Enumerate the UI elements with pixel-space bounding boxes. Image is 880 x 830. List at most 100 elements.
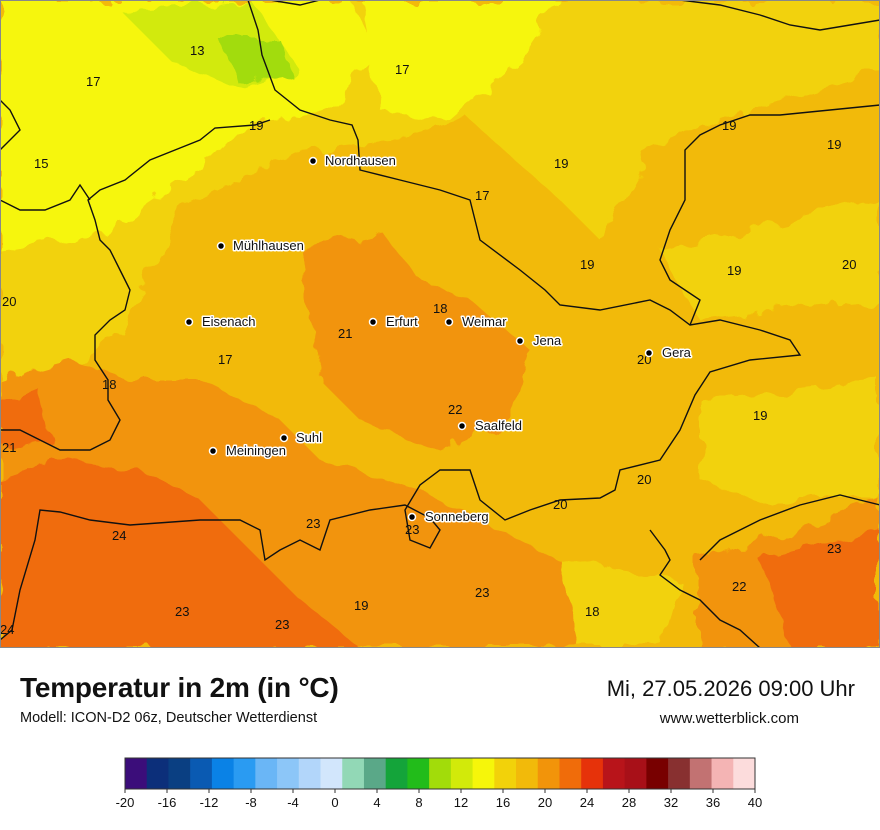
legend-swatch [711,758,734,789]
legend-swatch [342,758,365,789]
website-link[interactable]: www.wetterblick.com [659,710,799,727]
temp-label: 19 [727,263,741,278]
city-label: Gera [662,345,692,360]
city-label: Mühlhausen [233,238,304,253]
temp-label: 19 [249,118,263,133]
temp-label: 20 [2,294,16,309]
temp-label: 24 [0,622,14,637]
legend-swatch [559,758,582,789]
legend-swatch [407,758,430,789]
temp-label: 17 [218,352,232,367]
legend-swatch [689,758,712,789]
legend-tick-label: 28 [622,795,636,810]
legend-swatch [190,758,213,789]
legend-tick-label: 8 [415,795,422,810]
city-markers: Nordhausen Mühlhausen Eisenach Erfurt We… [184,152,693,526]
legend-swatch [581,758,604,789]
temp-label: 17 [395,62,409,77]
temp-label: 21 [2,440,16,455]
legend-swatch [624,758,647,789]
forecast-datetime: Mi, 27.05.2026 09:00 Uhr [606,676,855,701]
legend-swatch [277,758,300,789]
city-eisenach: Eisenach [184,313,257,331]
temp-label: 20 [637,472,651,487]
legend-swatch [516,758,539,789]
city-erfurt: Erfurt [368,313,420,331]
temp-label: 23 [405,522,419,537]
legend-tick-label: 24 [580,795,594,810]
temp-label: 13 [190,43,204,58]
temp-label: 19 [354,598,368,613]
city-label: Jena [533,333,562,348]
temp-label: 19 [554,156,568,171]
legend-tick-label: -16 [158,795,177,810]
city-nordhausen: Nordhausen [308,152,397,170]
color-legend: -20 -16 -12 -8 -4 0 4 8 12 16 20 24 28 32 36 40 [116,757,762,810]
state-borders [0,0,880,648]
legend-tick-label: -12 [200,795,219,810]
city-saalfeld: Saalfeld [457,417,523,435]
temp-label: 17 [86,74,100,89]
temp-label: 18 [433,301,447,316]
city-suhl: Suhl [279,429,324,447]
temp-label: 18 [585,604,599,619]
temp-label: 20 [842,257,856,272]
legend-swatch [537,758,560,789]
temp-label: 20 [553,497,567,512]
legend-swatch [211,758,235,789]
city-label: Weimar [462,314,507,329]
legend-swatch [298,758,321,789]
legend-ticks: -20 -16 -12 -8 -4 0 4 8 12 16 20 24 28 32 36 40 [116,789,762,810]
temp-label: 24 [112,528,126,543]
city-weimar: Weimar [444,313,509,331]
model-info: Modell: ICON-D2 06z, Deutscher Wetterdie… [20,710,318,726]
temp-label: 17 [475,188,489,203]
legend-swatch [472,758,495,789]
city-label: Sonneberg [425,509,489,524]
legend-swatches [125,758,756,789]
legend-swatch [494,758,517,789]
legend-swatch [429,758,452,789]
city-gera: Gera [644,344,693,362]
temp-label: 18 [102,377,116,392]
city-label: Erfurt [386,314,418,329]
legend-swatch [125,758,148,789]
legend-tick-label: 16 [496,795,510,810]
city-jena: Jena [515,332,563,350]
legend-swatch [668,758,691,789]
legend-tick-label: 40 [748,795,762,810]
legend-swatch [146,758,169,789]
city-sonneberg: Sonneberg [407,508,490,526]
legend-swatch [255,758,278,789]
legend-swatch [733,758,756,789]
legend-swatch [385,758,408,789]
legend-tick-label: 4 [373,795,380,810]
city-label: Eisenach [202,314,255,329]
temp-label: 15 [34,156,48,171]
temp-label: 19 [722,118,736,133]
city-label: Suhl [296,430,322,445]
legend-tick-label: 32 [664,795,678,810]
temp-label: 23 [827,541,841,556]
legend-frame [124,757,756,790]
legend-tick-label: 12 [454,795,468,810]
temp-label: 23 [475,585,489,600]
temperature-labels: 13 17 17 15 19 19 17 19 19 19 19 20 20 2… [0,43,856,637]
legend-swatch [602,758,626,789]
legend-tick-label: 0 [331,795,338,810]
temp-label: 23 [275,617,289,632]
city-label: Nordhausen [325,153,396,168]
temp-label: 19 [827,137,841,152]
temp-label: 21 [338,326,352,341]
legend-swatch [646,758,669,789]
city-label: Saalfeld [475,418,522,433]
legend-swatch [363,758,387,789]
temp-label: 19 [580,257,594,272]
city-label: Meiningen [226,443,286,458]
map-title: Temperatur in 2m (in °C) [20,672,339,703]
temperature-map: 13 17 17 15 19 19 17 19 19 19 19 20 20 2… [0,0,880,648]
legend-swatch [168,758,191,789]
legend-swatch [450,758,473,789]
temperature-field [0,0,880,648]
legend-swatch [320,758,343,789]
